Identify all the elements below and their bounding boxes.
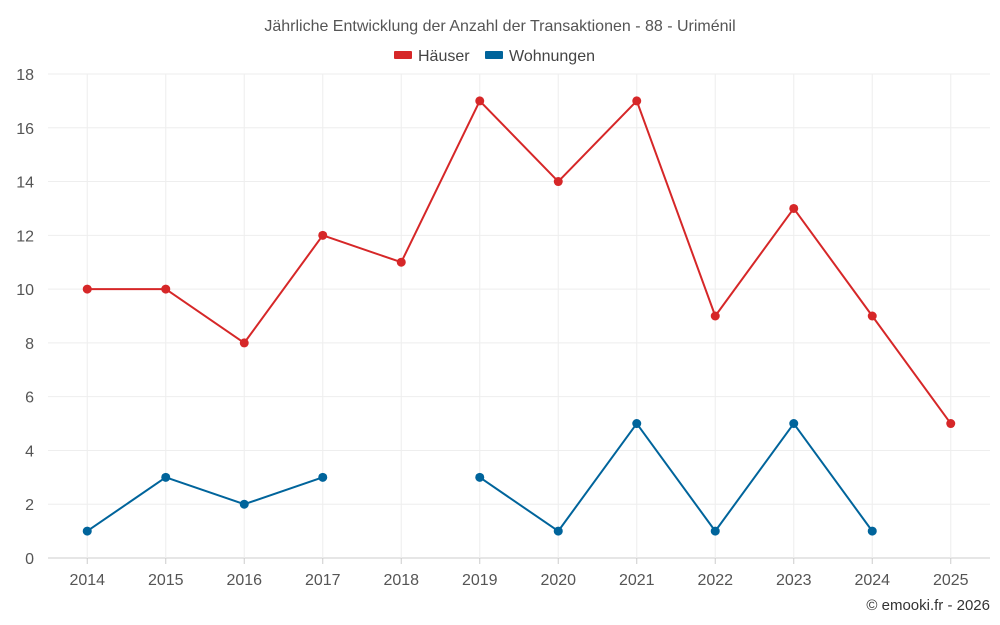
data-point[interactable] [867,311,877,321]
data-point[interactable] [239,338,249,348]
series-layer [82,96,956,536]
data-point[interactable] [867,526,877,536]
data-point[interactable] [475,472,485,482]
data-point[interactable] [789,419,799,429]
legend-item-haeuser[interactable]: Häuser [394,48,470,65]
data-point[interactable] [239,499,249,509]
data-point[interactable] [475,96,485,106]
y-tick-label: 18 [16,67,34,84]
y-tick-label: 2 [25,497,34,514]
x-tick-label: 2024 [854,572,890,589]
y-tick-label: 16 [16,121,34,138]
data-point[interactable] [318,472,328,482]
series-line [479,422,874,533]
data-point[interactable] [553,177,563,187]
y-tick-label: 14 [16,175,34,192]
legend-label-wohnungen: Wohnungen [509,48,595,65]
legend-label-haeuser: Häuser [418,48,470,65]
x-axis: 2014 2015 2016 2017 2018 2019 2020 2021 2022 2023… [69,558,969,589]
x-tick-label: 2025 [933,572,969,589]
x-tick-label: 2018 [383,572,419,589]
x-tick-label: 2015 [148,572,184,589]
data-point[interactable] [161,472,171,482]
series-line [87,99,952,425]
legend-item-wohnungen[interactable]: Wohnungen [485,48,595,65]
data-point[interactable] [710,526,720,536]
data-point[interactable] [710,311,720,321]
series-line [86,476,324,532]
credit: © emooki.fr - 2026 [866,597,990,614]
legend-swatch-haeuser [394,51,412,59]
data-point[interactable] [318,230,328,240]
data-point[interactable] [396,257,406,267]
x-tick-label: 2023 [776,572,812,589]
x-tick-label: 2022 [697,572,733,589]
data-point[interactable] [632,96,642,106]
y-tick-label: 4 [25,443,34,460]
y-tick-label: 10 [16,282,34,299]
y-axis: 0 2 4 6 8 10 12 14 16 18 [16,67,34,568]
x-tick-label: 2020 [540,572,576,589]
x-tick-label: 2019 [462,572,498,589]
y-tick-label: 0 [25,551,34,568]
y-tick-label: 12 [16,228,34,245]
x-tick-label: 2021 [619,572,655,589]
y-tick-label: 6 [25,390,34,407]
data-point[interactable] [82,526,92,536]
x-tick-label: 2016 [226,572,262,589]
data-point[interactable] [82,284,92,294]
data-point[interactable] [789,203,799,213]
data-point[interactable] [161,284,171,294]
series-1 [82,419,877,536]
legend-swatch-wohnungen [485,51,503,59]
legend[interactable]: Häuser Wohnungen [394,48,595,65]
y-tick-label: 8 [25,336,34,353]
data-point[interactable] [946,419,956,429]
data-point[interactable] [553,526,563,536]
x-tick-label: 2014 [69,572,105,589]
series-0 [82,96,956,429]
data-point[interactable] [632,419,642,429]
x-tick-label: 2017 [305,572,341,589]
chart-title: Jährliche Entwicklung der Anzahl der Tra… [264,18,735,35]
